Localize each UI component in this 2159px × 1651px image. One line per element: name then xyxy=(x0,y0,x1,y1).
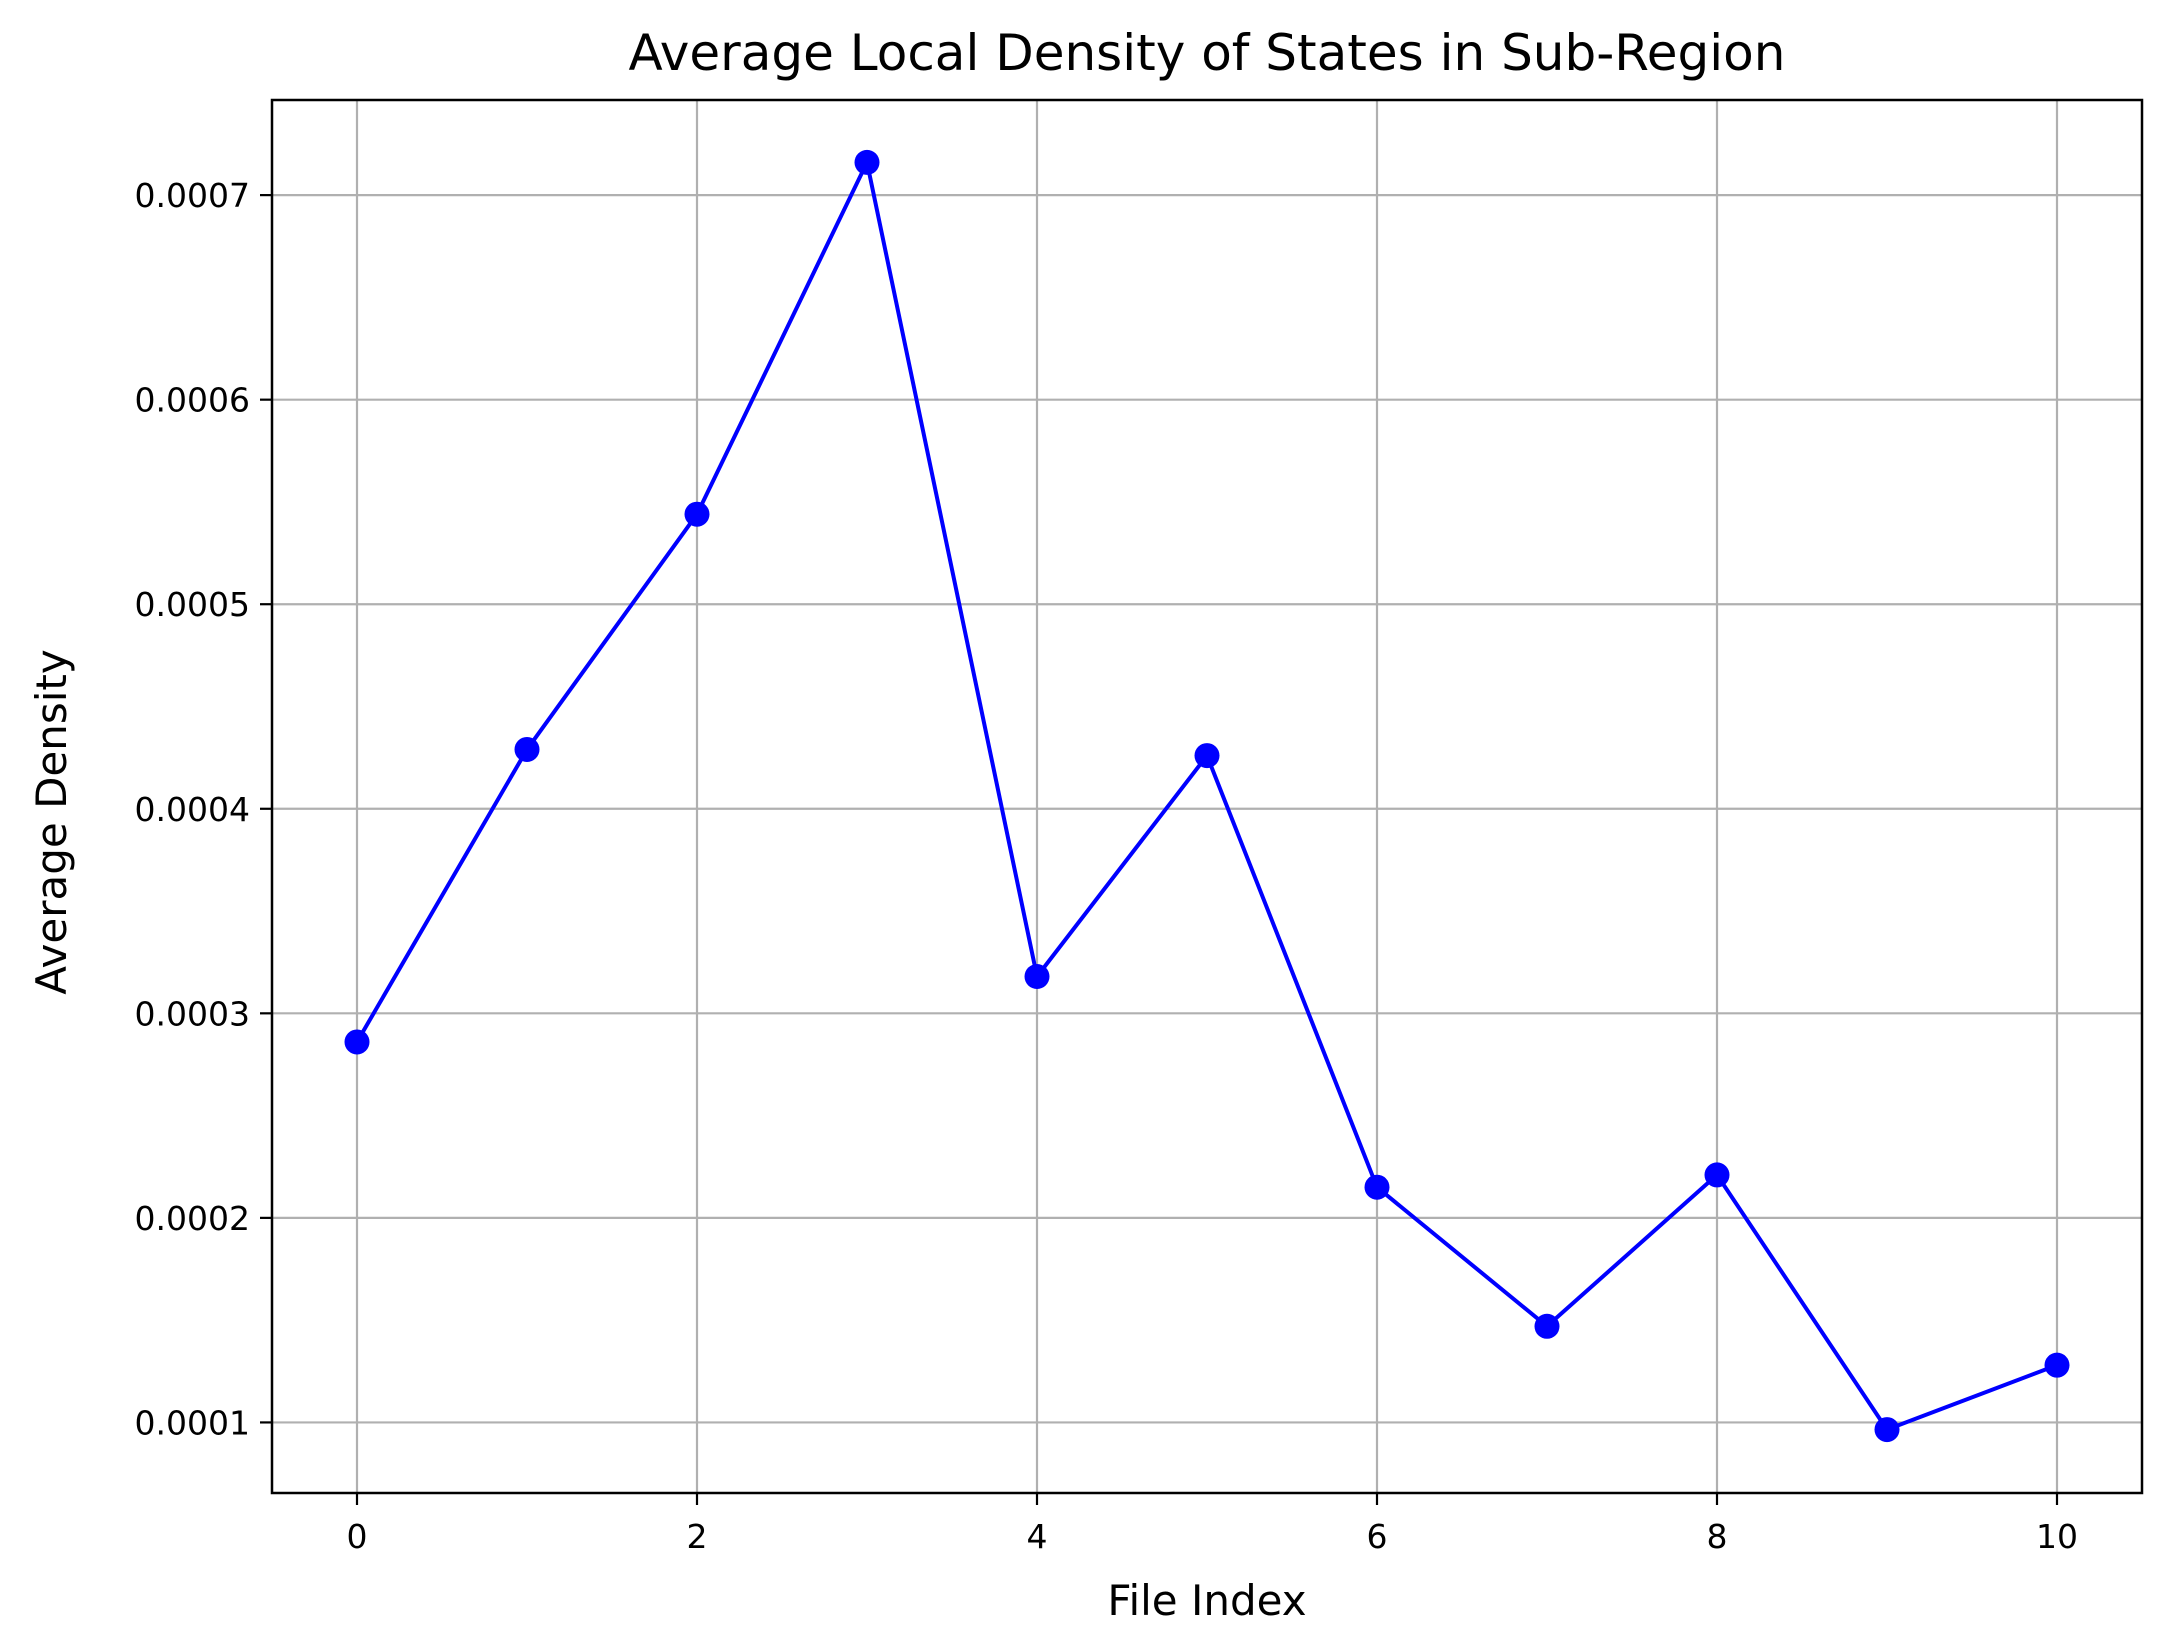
x-tick-label: 10 xyxy=(2036,1517,2078,1556)
x-tick-label: 0 xyxy=(347,1517,368,1556)
x-axis-label: File Index xyxy=(1107,1576,1306,1625)
y-tick-label: 0.0003 xyxy=(135,994,250,1033)
x-tick-label: 8 xyxy=(1707,1517,1728,1556)
x-axis-ticks: 0 2 4 6 8 10 xyxy=(347,1493,2078,1556)
x-tick-label: 6 xyxy=(1367,1517,1388,1556)
y-tick-label: 0.0005 xyxy=(135,585,250,624)
chart-title: Average Local Density of States in Sub-R… xyxy=(629,24,1786,82)
y-tick-label: 0.0006 xyxy=(135,381,250,420)
data-point xyxy=(1194,743,1220,769)
x-tick-label: 4 xyxy=(1027,1517,1048,1556)
data-point xyxy=(2044,1352,2070,1378)
grid xyxy=(272,100,2142,1493)
data-point xyxy=(1534,1313,1560,1339)
data-point xyxy=(1704,1162,1730,1188)
plot-frame xyxy=(270,98,2144,1495)
y-axis-ticks: 0.0001 0.0002 0.0003 0.0004 0.0005 0.0006 0.00… xyxy=(135,176,272,1442)
data-series xyxy=(344,149,2070,1443)
data-point xyxy=(344,1029,370,1055)
y-tick-label: 0.0004 xyxy=(135,790,250,829)
y-tick-label: 0.0007 xyxy=(135,176,250,215)
y-tick-label: 0.0002 xyxy=(135,1199,250,1238)
data-point xyxy=(1364,1174,1390,1200)
data-point xyxy=(1024,964,1050,990)
y-axis-label: Average Density xyxy=(27,649,76,995)
data-point xyxy=(1874,1417,1900,1443)
data-point xyxy=(514,736,540,762)
data-point xyxy=(684,501,710,527)
x-tick-label: 2 xyxy=(687,1517,708,1556)
y-tick-label: 0.0001 xyxy=(135,1403,250,1442)
data-point xyxy=(854,149,880,175)
